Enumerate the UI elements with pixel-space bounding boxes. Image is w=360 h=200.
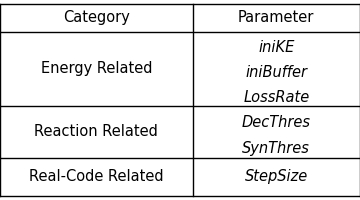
Text: Category: Category: [63, 10, 130, 25]
Text: Real-Code Related: Real-Code Related: [29, 169, 163, 184]
Text: StepSize: StepSize: [245, 169, 308, 184]
Text: Reaction Related: Reaction Related: [34, 124, 158, 139]
Text: SynThres: SynThres: [242, 141, 310, 156]
Text: iniBuffer: iniBuffer: [245, 65, 307, 80]
Text: Energy Related: Energy Related: [41, 61, 152, 76]
Text: LossRate: LossRate: [243, 90, 310, 105]
Text: iniKE: iniKE: [258, 40, 294, 55]
Text: DecThres: DecThres: [242, 115, 311, 130]
Text: Parameter: Parameter: [238, 10, 315, 25]
